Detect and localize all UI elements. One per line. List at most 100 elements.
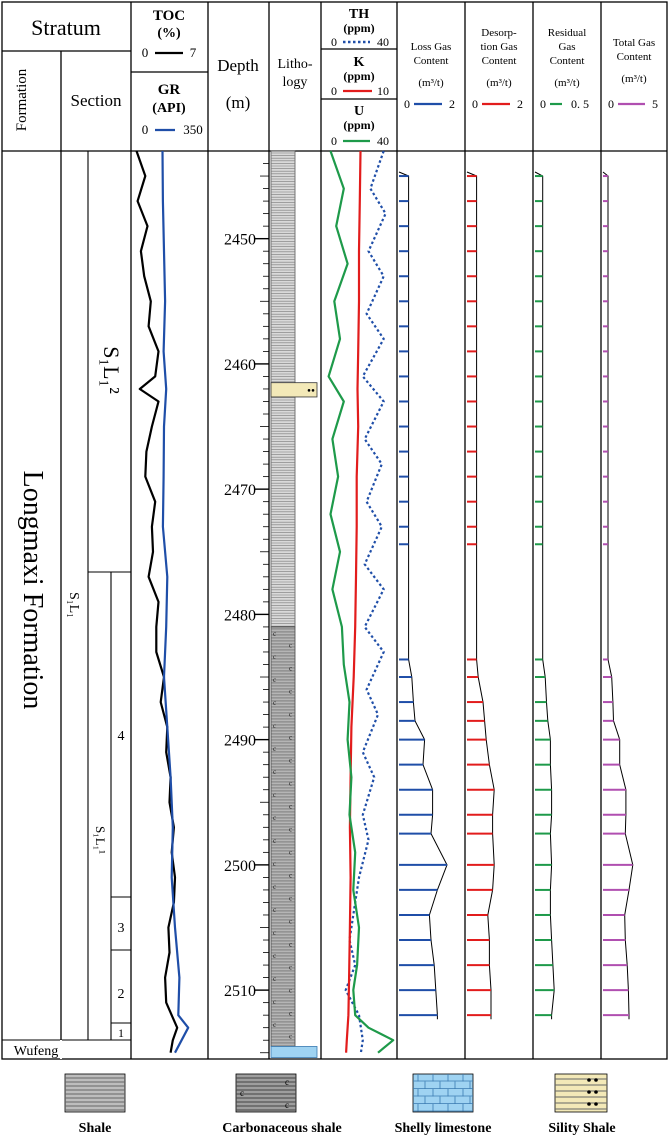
litho-silt-dot [311,389,315,392]
k-unit: (ppm) [343,69,374,83]
gr-title: GR [158,82,181,98]
litho-carb-shale [270,626,296,1047]
litho-carb-c: c [273,722,276,730]
des-max: 2 [517,97,523,111]
depth-tick-label: 2470 [224,482,256,499]
legend-silt-dot [594,1090,598,1094]
gr-curve [161,150,190,1054]
toc-unit: (%) [157,26,181,41]
log-curves [135,150,634,1054]
legend-silt-dot [594,1078,598,1082]
u-curve [327,150,395,1054]
tot-unit: (m³/t) [621,73,647,85]
legend-silt-label: Sility Shale [548,1121,615,1136]
legend-carb-label: Carbonaceous shale [222,1121,341,1136]
sublayer-3: 3 [118,921,125,936]
th-max: 40 [377,35,389,49]
sublayer-2: 2 [118,987,125,1002]
litho-carb-c: c [289,641,292,649]
litho-carb-c: c [289,963,292,971]
sublayer-1: 1 [118,1026,124,1040]
litho-carb-c: c [289,986,292,994]
litho-carb-c: c [273,745,276,753]
des-title-2: tion Gas [481,41,518,53]
litho-carb-c: c [273,975,276,983]
u-max: 40 [377,134,389,148]
litho-carb-c: c [273,906,276,914]
depth-unit: (m) [226,93,251,112]
unit-s1l1: S₁L₁ [66,592,81,618]
tot-title-2: Content [617,51,652,63]
legend-carb-c-2: c [240,1088,244,1098]
res-title-3: Content [550,55,585,67]
th-title: TH [349,7,369,22]
k-title: K [354,55,365,70]
wufeng-label: Wufeng [14,1044,59,1059]
header: Stratum Formation Section TOC (%) 0 7 GR… [14,7,658,148]
litho-carb-c: c [273,998,276,1006]
gr-unit: (API) [152,101,186,116]
depth-tick-label: 2450 [224,232,256,249]
legend-silt-dot [594,1102,598,1106]
litho-shelly-limestone [270,1046,318,1058]
legend-carb-shale: c c c Carbonaceous shale [222,1073,342,1136]
tot-min: 0 [608,97,614,111]
depth-tick-label: 2480 [224,607,256,624]
legend-shale-label: Shale [79,1121,112,1136]
depth-tick-label: 2490 [224,733,256,750]
legend-shelly-limestone: Shelly limestone [395,1073,492,1136]
formation-header: Formation [14,68,30,131]
depth-tick-label: 2500 [224,858,256,875]
legend-carb-pattern [236,1077,296,1111]
legend-silt-dot [587,1102,591,1106]
litho-carb-c: c [289,871,292,879]
legend-carb-c-1: c [285,1077,289,1087]
k-curve [345,150,362,1053]
res-title-1: Residual [548,27,587,39]
legend-shale: Shale [64,1073,126,1136]
loss-title-1: Loss Gas [411,41,452,53]
tot-title-1: Total Gas [613,37,655,49]
litho-carb-c: c [273,653,276,661]
th-min: 0 [331,35,337,49]
litho-carb-c: c [273,699,276,707]
litho-carb-c: c [273,1021,276,1029]
depth-tick-label: 2460 [224,357,256,374]
litho-carb-c: c [289,710,292,718]
res-max: 0. 5 [571,97,589,111]
legend-lime-label: Shelly limestone [395,1121,492,1136]
loss-unit: (m³/t) [418,77,444,89]
litho-carb-c: c [273,676,276,684]
residual-gas-envelope [534,171,555,1020]
toc-curve [135,150,179,1053]
lithology-legend: Shale c c c Carbonaceous shale Shelly li… [64,1073,616,1136]
th-unit: (ppm) [343,21,374,35]
tot-max: 5 [652,97,658,111]
legend-silt-pattern [555,1078,607,1110]
litho-carb-c: c [289,687,292,695]
litho-carb-c: c [289,779,292,787]
litho-carb-c: c [289,917,292,925]
loss-gas-envelope [398,171,448,1020]
litho-carb-c: c [289,894,292,902]
frame [1,1,668,1060]
des-title-3: Content [482,55,517,67]
litho-carb-c: c [289,664,292,672]
res-min: 0 [540,97,546,111]
unit-s1l1-1: S₁L₁¹ [93,826,108,854]
loss-title-2: Content [414,55,449,67]
toc-min: 0 [142,45,149,60]
legend-silt-dot [587,1078,591,1082]
res-unit: (m³/t) [554,77,580,89]
litho-carb-c: c [273,768,276,776]
legend-shale-pattern [65,1077,125,1111]
des-unit: (m³/t) [486,77,512,89]
litho-carb-c: c [289,756,292,764]
litho-carb-c: c [289,733,292,741]
sublayer-4: 4 [118,729,125,744]
des-min: 0 [472,97,478,111]
litho-silt-dot [307,389,311,392]
depth-title: Depth [217,56,259,75]
